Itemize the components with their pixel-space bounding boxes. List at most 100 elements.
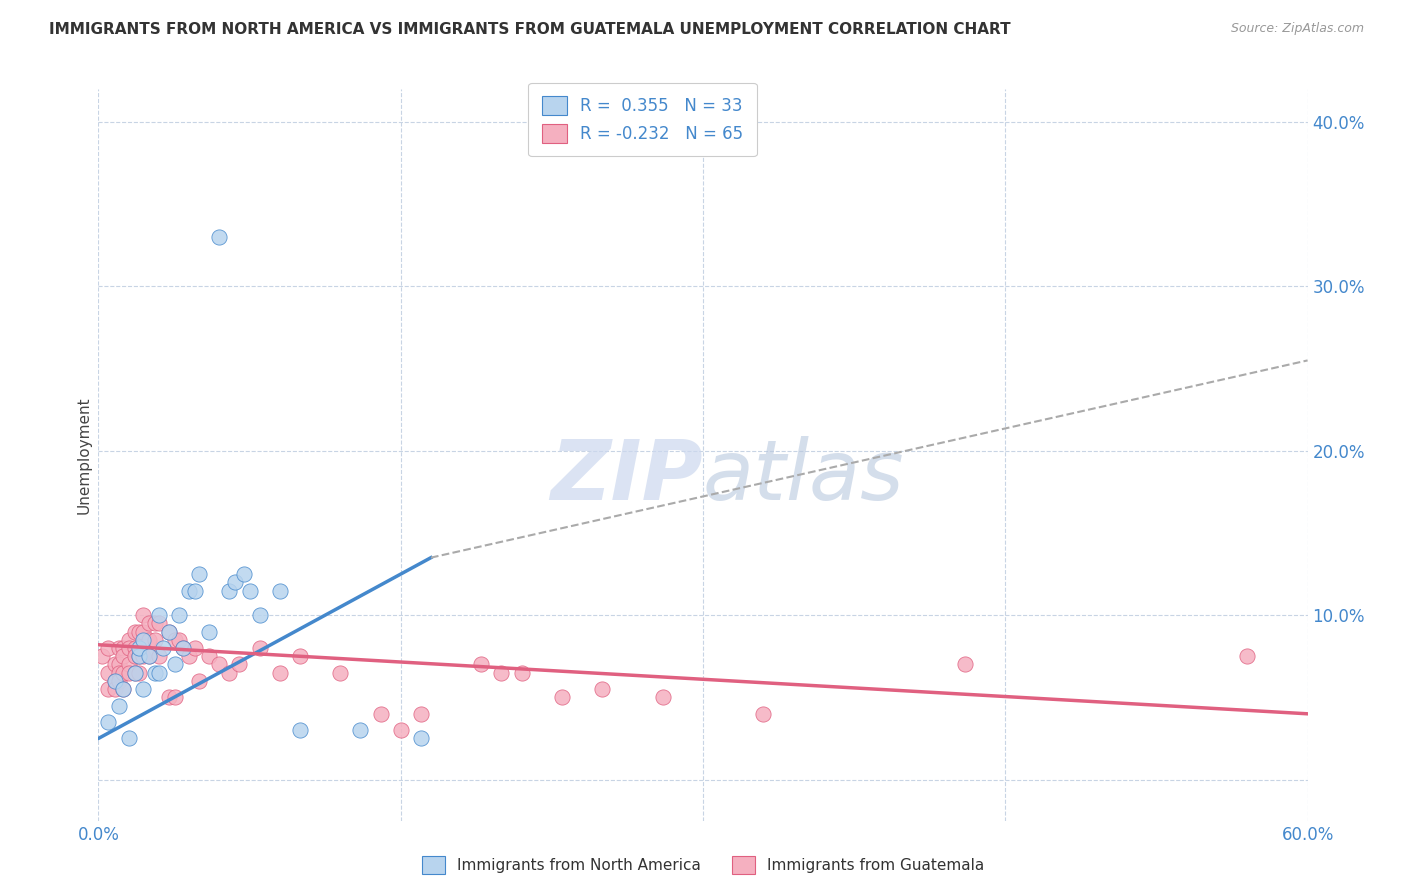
Point bbox=[208, 230, 231, 244]
Point bbox=[91, 649, 114, 664]
Point bbox=[157, 624, 180, 639]
Point bbox=[111, 665, 134, 680]
Point bbox=[103, 673, 125, 688]
Point bbox=[288, 649, 311, 664]
Point bbox=[97, 682, 120, 697]
Point bbox=[591, 682, 613, 697]
Point bbox=[111, 682, 134, 697]
Point bbox=[111, 682, 134, 697]
Point bbox=[551, 690, 574, 705]
Text: Source: ZipAtlas.com: Source: ZipAtlas.com bbox=[1230, 22, 1364, 36]
Point bbox=[143, 616, 166, 631]
Point bbox=[132, 608, 155, 623]
Point bbox=[349, 723, 371, 738]
Text: ZIP: ZIP bbox=[550, 436, 703, 517]
Point bbox=[470, 657, 492, 672]
Point bbox=[132, 682, 155, 697]
Point bbox=[148, 649, 170, 664]
Point bbox=[124, 665, 146, 680]
Point bbox=[148, 608, 170, 623]
Point bbox=[188, 567, 211, 582]
Point bbox=[167, 632, 190, 647]
Point bbox=[107, 698, 129, 713]
Point bbox=[184, 583, 207, 598]
Point bbox=[128, 649, 150, 664]
Point bbox=[138, 649, 160, 664]
Point bbox=[651, 690, 673, 705]
Point bbox=[143, 632, 166, 647]
Point bbox=[228, 657, 250, 672]
Point bbox=[198, 649, 221, 664]
Point bbox=[143, 665, 166, 680]
Point bbox=[148, 616, 170, 631]
Point bbox=[111, 641, 134, 656]
Point bbox=[118, 657, 141, 672]
Point bbox=[409, 706, 432, 721]
Point bbox=[218, 665, 240, 680]
Point bbox=[124, 649, 146, 664]
Point bbox=[118, 641, 141, 656]
Point bbox=[128, 665, 150, 680]
Point bbox=[198, 624, 221, 639]
Point bbox=[118, 632, 141, 647]
Point bbox=[249, 641, 271, 656]
Point bbox=[152, 641, 174, 656]
Point bbox=[111, 649, 134, 664]
Point bbox=[118, 665, 141, 680]
Point bbox=[184, 641, 207, 656]
Point bbox=[232, 567, 254, 582]
Point bbox=[97, 665, 120, 680]
Point bbox=[107, 665, 129, 680]
Point bbox=[224, 575, 246, 590]
Point bbox=[179, 649, 201, 664]
Point bbox=[97, 714, 120, 729]
Point bbox=[163, 690, 186, 705]
Point bbox=[179, 583, 201, 598]
Point bbox=[1236, 649, 1258, 664]
Legend: Immigrants from North America, Immigrants from Guatemala: Immigrants from North America, Immigrant… bbox=[416, 850, 990, 880]
Point bbox=[124, 624, 146, 639]
Point bbox=[138, 616, 160, 631]
Point bbox=[107, 673, 129, 688]
Point bbox=[118, 731, 141, 746]
Point bbox=[329, 665, 352, 680]
Text: atlas: atlas bbox=[703, 436, 904, 517]
Point bbox=[167, 608, 190, 623]
Point bbox=[269, 665, 291, 680]
Point bbox=[752, 706, 775, 721]
Point bbox=[138, 632, 160, 647]
Point bbox=[163, 657, 186, 672]
Point bbox=[172, 641, 194, 656]
Point bbox=[128, 624, 150, 639]
Point bbox=[103, 673, 125, 688]
Point bbox=[172, 641, 194, 656]
Point bbox=[148, 665, 170, 680]
Point bbox=[239, 583, 262, 598]
Point bbox=[128, 649, 150, 664]
Point bbox=[103, 657, 125, 672]
Point bbox=[218, 583, 240, 598]
Point bbox=[249, 608, 271, 623]
Point bbox=[208, 657, 231, 672]
Point bbox=[510, 665, 533, 680]
Point bbox=[132, 649, 155, 664]
Point bbox=[157, 690, 180, 705]
Y-axis label: Unemployment: Unemployment bbox=[76, 396, 91, 514]
Point bbox=[124, 665, 146, 680]
Point bbox=[409, 731, 432, 746]
Point bbox=[288, 723, 311, 738]
Point bbox=[132, 624, 155, 639]
Point bbox=[163, 632, 186, 647]
Point bbox=[103, 682, 125, 697]
Text: IMMIGRANTS FROM NORTH AMERICA VS IMMIGRANTS FROM GUATEMALA UNEMPLOYMENT CORRELAT: IMMIGRANTS FROM NORTH AMERICA VS IMMIGRA… bbox=[49, 22, 1011, 37]
Point bbox=[370, 706, 392, 721]
Point bbox=[138, 649, 160, 664]
Point bbox=[389, 723, 412, 738]
Point bbox=[188, 673, 211, 688]
Point bbox=[107, 657, 129, 672]
Point bbox=[97, 641, 120, 656]
Point bbox=[953, 657, 976, 672]
Point bbox=[491, 665, 513, 680]
Point bbox=[128, 641, 150, 656]
Point bbox=[107, 641, 129, 656]
